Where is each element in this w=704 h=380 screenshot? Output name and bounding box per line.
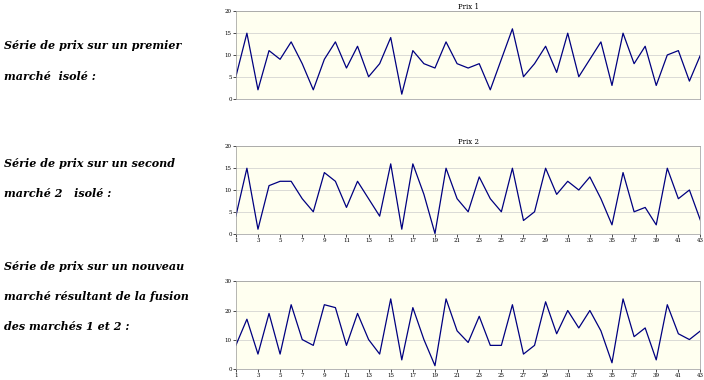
Text: marché résultant de la fusion: marché résultant de la fusion [4,291,189,302]
Text: Série de prix sur un second: Série de prix sur un second [4,158,175,169]
Title: Prix 2: Prix 2 [458,138,479,146]
Text: marché  isolé :: marché isolé : [4,71,96,81]
Text: Série de prix sur un nouveau: Série de prix sur un nouveau [4,261,184,271]
Title: Prix 1: Prix 1 [458,3,479,11]
Text: des marchés 1 et 2 :: des marchés 1 et 2 : [4,321,129,332]
Text: marché 2   isolé :: marché 2 isolé : [4,188,111,199]
Text: Série de prix sur un premier: Série de prix sur un premier [4,40,181,51]
